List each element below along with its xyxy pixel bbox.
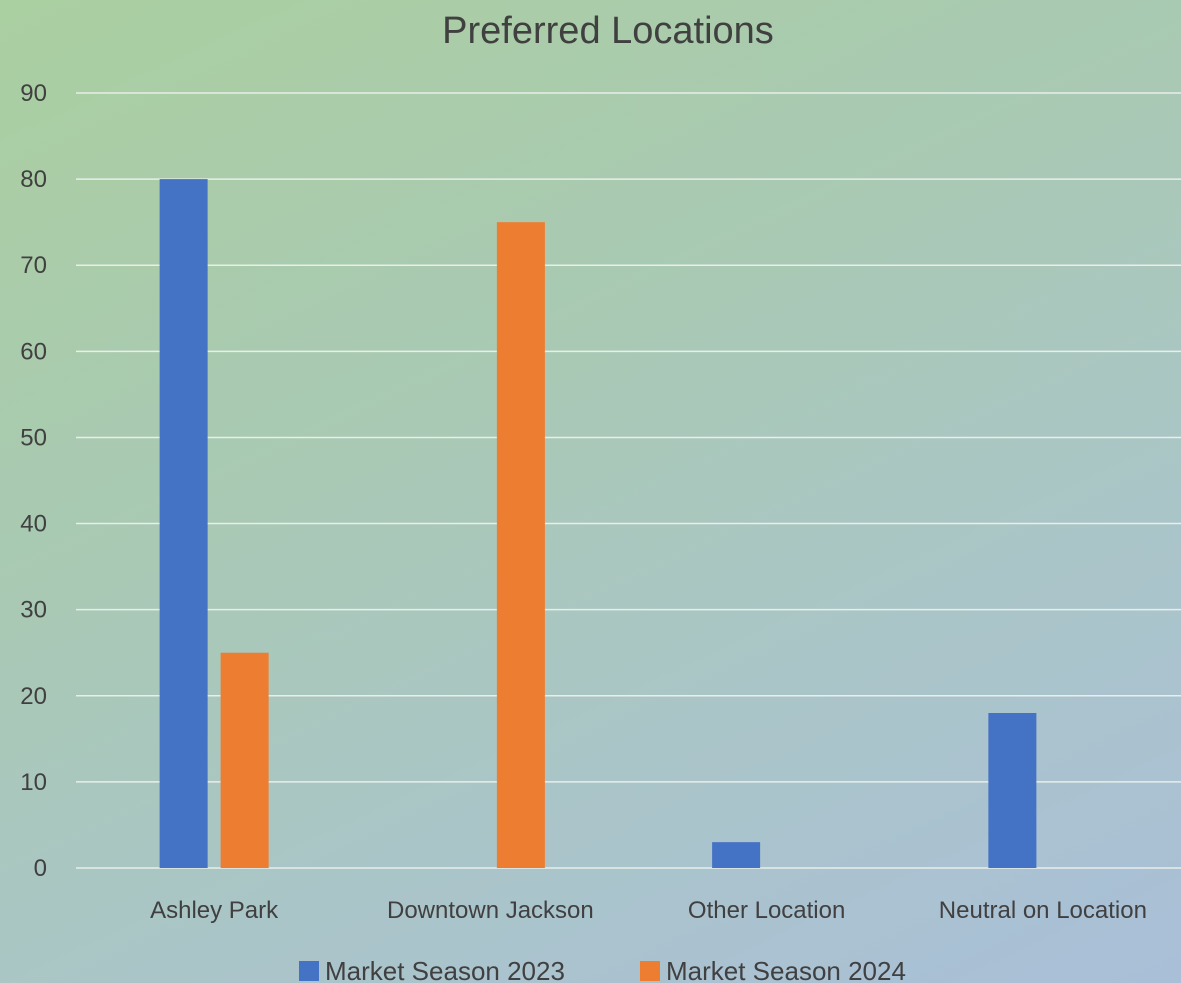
y-axis-ticks: 0 10 20 30 40 50 60 70 80 90	[20, 80, 47, 882]
legend-label: Market Season 2024	[666, 956, 906, 983]
bar-market-season-2023-neutral-on-location	[988, 713, 1037, 868]
x-axis-categories: Ashley Park Downtown Jackson Other Locatio…	[150, 897, 1147, 924]
x-category-label: Neutral on Location	[939, 897, 1147, 924]
y-tick-label: 30	[20, 597, 47, 624]
legend-label: Market Season 2023	[325, 956, 565, 983]
bars	[159, 179, 1037, 869]
bar-market-season-2024-ashley-park	[220, 652, 269, 868]
y-tick-label: 50	[20, 424, 47, 451]
y-tick-label: 0	[34, 855, 47, 882]
chart-title: Preferred Locations	[442, 10, 774, 52]
bar-market-season-2023-other-location	[712, 842, 761, 868]
x-category-label: Downtown Jackson	[387, 897, 594, 924]
legend-swatch	[299, 961, 319, 981]
y-tick-label: 20	[20, 683, 47, 710]
x-category-label: Ashley Park	[150, 897, 279, 924]
legend: Market Season 2023 Market Season 2024	[299, 956, 906, 983]
y-tick-label: 10	[20, 769, 47, 796]
y-tick-label: 90	[20, 80, 47, 107]
y-tick-label: 80	[20, 166, 47, 193]
bar-market-season-2023-ashley-park	[159, 179, 208, 869]
y-tick-label: 60	[20, 338, 47, 365]
bar-market-season-2024-downtown-jackson	[496, 222, 545, 868]
x-category-label: Other Location	[688, 897, 845, 924]
y-tick-label: 70	[20, 252, 47, 279]
y-tick-label: 40	[20, 511, 47, 538]
legend-swatch	[640, 961, 660, 981]
